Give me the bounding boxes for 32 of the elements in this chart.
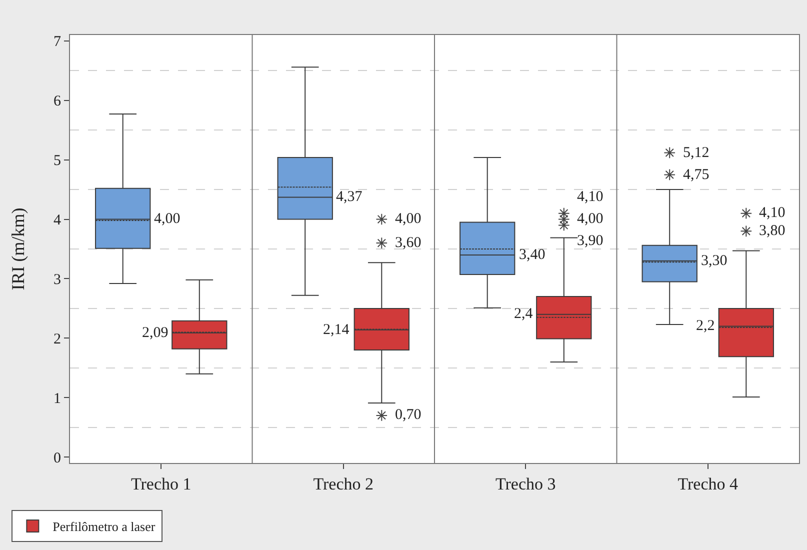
annotation: 2,14 <box>323 322 350 338</box>
annotation: 4,10 <box>577 189 604 205</box>
annotation: 2,2 <box>696 318 715 334</box>
annotation: 4,00 <box>395 211 422 227</box>
x-tick-label: Trecho 1 <box>130 474 192 494</box>
x-tick-label: Trecho 3 <box>495 474 556 494</box>
y-tick-label: 7 <box>54 34 62 50</box>
annotation: 3,80 <box>759 223 786 239</box>
annotation: 4,10 <box>759 205 786 221</box>
annotation: 3,60 <box>395 235 422 251</box>
y-tick-label: 6 <box>54 94 62 110</box>
y-axis-title: IRI (m/km) <box>8 208 28 290</box>
y-tick-label: 0 <box>54 450 61 466</box>
annotation: 2,09 <box>142 325 168 341</box>
annotation: 4,00 <box>577 211 604 227</box>
x-tick-label: Trecho 2 <box>313 474 374 494</box>
annotation: 3,90 <box>577 233 604 249</box>
y-tick-label: 1 <box>54 390 61 407</box>
annotation: 3,40 <box>519 247 546 263</box>
annotation: 4,75 <box>683 167 710 183</box>
y-tick-label: 3 <box>54 272 61 288</box>
y-tick-label: 4 <box>54 212 62 229</box>
annotation: 0,70 <box>395 407 422 423</box>
annotation: 2,4 <box>514 306 534 322</box>
annotation: 4,37 <box>336 189 363 205</box>
annotation: 3,30 <box>701 253 728 269</box>
x-tick-label: Trecho 4 <box>678 474 739 494</box>
y-tick-label: 5 <box>54 153 61 170</box>
annotation: 5,12 <box>683 145 710 161</box>
legend-label: Perfilômetro a laser <box>52 519 156 534</box>
annotation: 4,00 <box>154 211 180 227</box>
y-tick-label: 2 <box>54 331 61 348</box>
